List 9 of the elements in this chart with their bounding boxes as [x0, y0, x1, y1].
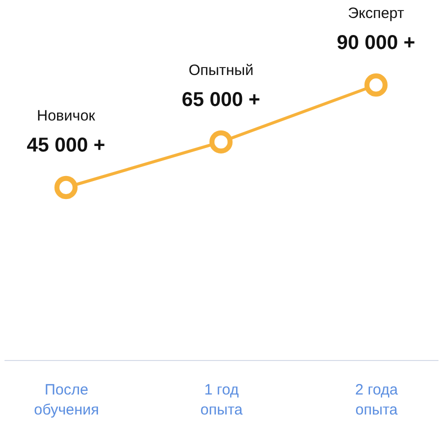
text: Опытный	[188, 62, 254, 79]
text: Эксперт	[348, 5, 404, 22]
x-tick-label: 1 год опыта	[200, 382, 244, 418]
x-tick-label: После обучения	[34, 382, 100, 418]
annotation: Новичок	[36, 108, 96, 124]
data-label: 90 000 +	[336, 32, 416, 54]
data-label: 45 000 +	[26, 134, 106, 156]
x-tick-label: 2 года опыта	[355, 382, 399, 418]
data-label: 65 000 +	[182, 88, 260, 111]
